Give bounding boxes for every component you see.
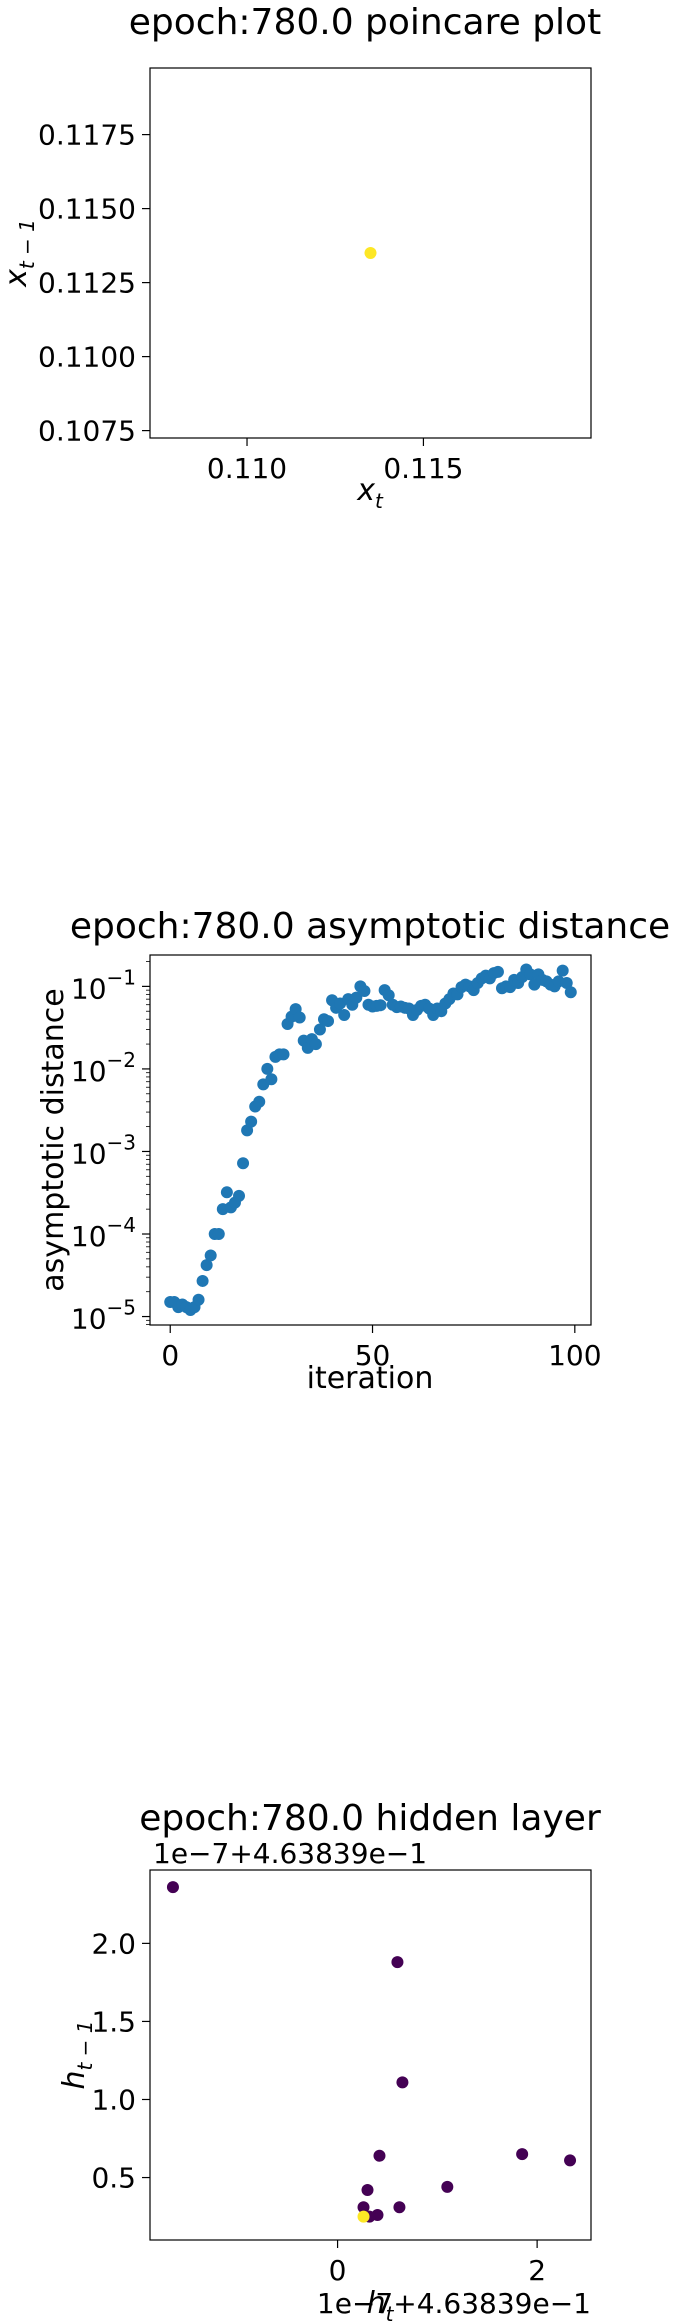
x-tick-label: 0 bbox=[329, 2254, 347, 2287]
scatter-point bbox=[265, 1073, 278, 1086]
y-tick-label: 1.0 bbox=[91, 2083, 136, 2116]
y-tick-label: 0.1150 bbox=[38, 193, 136, 226]
scatter-point bbox=[357, 2201, 370, 2214]
y-axis-label: asymptotic distance bbox=[36, 988, 71, 1291]
scatter-point bbox=[350, 991, 363, 1004]
scatter-point bbox=[358, 984, 371, 997]
y-tick-label: 0.1175 bbox=[38, 119, 136, 152]
x-tick-label: 0.110 bbox=[207, 452, 287, 485]
y-axis-label: xt − 1 bbox=[0, 219, 39, 288]
x-axis-label: xt bbox=[356, 473, 384, 513]
x-tick-label: 50 bbox=[355, 1339, 391, 1372]
scatter-point bbox=[564, 2154, 577, 2167]
scatter-point bbox=[516, 2148, 529, 2161]
x-tick-label: 0 bbox=[161, 1339, 179, 1372]
plot-frame bbox=[149, 954, 592, 1326]
scatter-point bbox=[441, 2180, 454, 2193]
y-tick-label: 1.5 bbox=[91, 2005, 136, 2038]
scatter-point bbox=[373, 2149, 386, 2162]
scatter-point bbox=[374, 999, 387, 1012]
scatter-point bbox=[382, 989, 395, 1002]
y-tick-label: 10−1 bbox=[71, 965, 136, 1005]
scatter-point bbox=[220, 1186, 233, 1199]
scatter-point bbox=[309, 1038, 322, 1051]
scatter-point bbox=[212, 1228, 225, 1241]
scatter-point bbox=[277, 1048, 290, 1061]
scatter-point bbox=[338, 1009, 351, 1022]
scatter-point bbox=[233, 1189, 246, 1202]
hidden-layer-chart: epoch:780.0 hidden layer 1e−7+4.63839e−1… bbox=[57, 1798, 601, 2323]
y-tick-label: 10−4 bbox=[71, 1213, 136, 1253]
scatter-point bbox=[166, 1881, 179, 1894]
scatter-point bbox=[313, 1023, 326, 1036]
scatter-point bbox=[364, 247, 377, 259]
scatter-point bbox=[204, 1249, 217, 1262]
x-tick-label: 2 bbox=[528, 2254, 546, 2287]
scatter-point bbox=[391, 1956, 404, 1969]
y-tick-label: 10−3 bbox=[71, 1130, 136, 1170]
scatter-point bbox=[293, 1011, 306, 1024]
x-axis-offset-label: 1e−7+4.63839e−1 bbox=[317, 2287, 591, 2320]
scatter-point bbox=[393, 2201, 406, 2214]
chart-title: epoch:780.0 poincare plot bbox=[129, 2, 601, 43]
scatter-point bbox=[564, 986, 577, 999]
x-axis-label: ht bbox=[367, 2286, 395, 2323]
x-axis-label: iteration bbox=[307, 1361, 434, 1396]
scatter-point bbox=[357, 2210, 370, 2223]
y-tick-label: 2.0 bbox=[91, 1927, 136, 1960]
y-tick-label: 0.1100 bbox=[38, 341, 136, 374]
scatter-point bbox=[491, 965, 504, 978]
y-tick-label: 0.5 bbox=[91, 2162, 136, 2195]
plot-frame bbox=[149, 67, 592, 439]
scatter-point bbox=[237, 1157, 250, 1170]
y-axis-offset-label: 1e−7+4.63839e−1 bbox=[153, 1837, 427, 1870]
plot-frame bbox=[149, 1869, 592, 2241]
scatter-point bbox=[361, 2184, 374, 2197]
scatter-point bbox=[196, 1274, 209, 1287]
poincare-plot-chart: epoch:780.0 poincare plot 0.110 0.115 0.10… bbox=[0, 2, 601, 513]
scatter-point bbox=[560, 976, 573, 989]
scatter-point bbox=[253, 1095, 266, 1108]
scatter-point bbox=[200, 1259, 213, 1272]
y-axis-label: ht − 1 bbox=[57, 2020, 97, 2089]
scatter-point bbox=[192, 1293, 205, 1306]
x-tick-label: 0.115 bbox=[383, 452, 463, 485]
scatter-point bbox=[245, 1115, 258, 1128]
scatter-point bbox=[261, 1062, 274, 1075]
scatter-point bbox=[396, 2076, 409, 2089]
y-tick-label: 0.1125 bbox=[38, 267, 136, 300]
scatter-point bbox=[556, 964, 569, 977]
x-tick-label: 100 bbox=[548, 1339, 601, 1372]
scatter-point bbox=[322, 1015, 335, 1028]
y-tick-label: 10−2 bbox=[71, 1048, 136, 1088]
asymptotic-distance-chart: epoch:780.0 asymptotic distance 0 50 100 10… bbox=[36, 906, 670, 1396]
y-tick-label: 0.1075 bbox=[38, 415, 136, 448]
y-tick-label: 10−5 bbox=[71, 1296, 136, 1336]
chart-title: epoch:780.0 asymptotic distance bbox=[70, 906, 670, 947]
chart-title: epoch:780.0 hidden layer bbox=[139, 1798, 601, 1839]
